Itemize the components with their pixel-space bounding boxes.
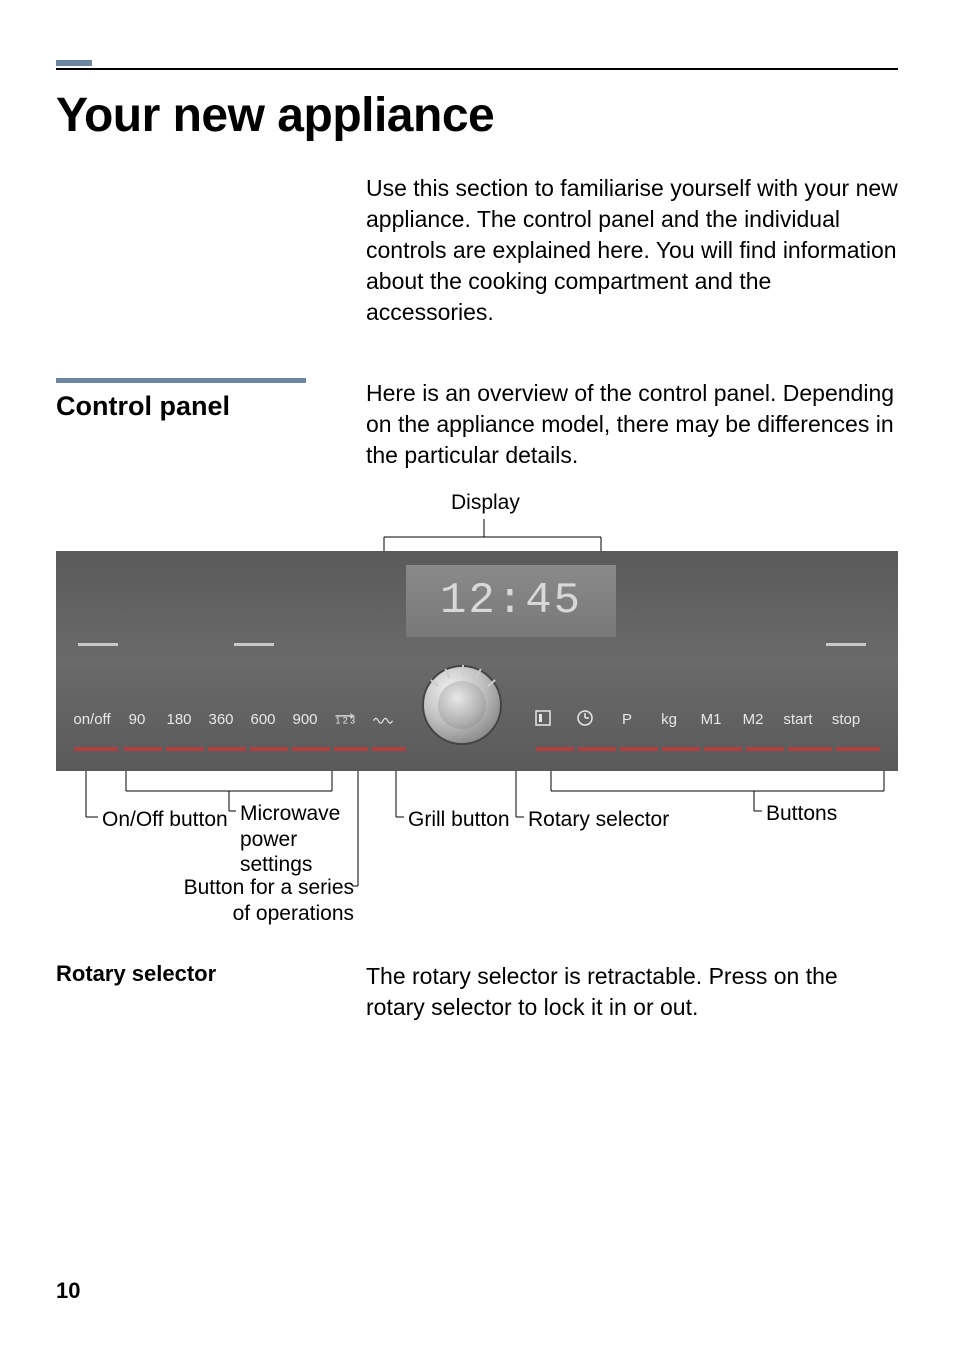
- callout-power: Microwave power settings: [240, 801, 360, 877]
- rotary-selector-knob[interactable]: [422, 665, 502, 745]
- page-title: Your new appliance: [56, 88, 898, 143]
- button-indicator: [208, 747, 246, 751]
- button-indicator: [746, 747, 784, 751]
- button-indicator: [704, 747, 742, 751]
- power-600-button[interactable]: 600: [242, 711, 284, 728]
- section-heading: Control panel: [56, 391, 366, 422]
- door-button[interactable]: [522, 709, 564, 731]
- stop-button[interactable]: stop: [822, 711, 870, 728]
- display-screen: 12:45: [406, 565, 616, 637]
- button-indicator: [536, 747, 574, 751]
- svg-text:1 2 3: 1 2 3: [335, 716, 355, 726]
- power-900-button[interactable]: 900: [284, 711, 326, 728]
- control-panel-graphic: 12:45 on/off 90 180 360 600 900: [56, 551, 898, 771]
- memory-2-button[interactable]: M2: [732, 711, 774, 728]
- section-accent-rule: [56, 378, 306, 383]
- callouts-bottom: On/Off button Microwave power settings B…: [56, 771, 898, 931]
- panel-accent-line: [826, 643, 866, 646]
- door-icon: [534, 709, 552, 727]
- subsection-body: The rotary selector is retractable. Pres…: [366, 961, 898, 1023]
- button-indicator: [124, 747, 162, 751]
- series-icon: 1 2 3: [334, 712, 356, 728]
- grill-icon: [372, 712, 394, 728]
- horizontal-rule: [56, 68, 898, 70]
- panel-accent-line: [234, 643, 274, 646]
- grill-button[interactable]: [364, 712, 402, 728]
- callout-lines-top: [56, 519, 898, 551]
- button-indicator: [788, 747, 832, 751]
- callout-display-label: Display: [451, 491, 520, 515]
- start-button[interactable]: start: [774, 711, 822, 728]
- program-button[interactable]: P: [606, 711, 648, 728]
- page-number: 10: [56, 1278, 80, 1304]
- intro-paragraph: Use this section to familiarise yourself…: [366, 173, 898, 328]
- callout-series: Button for a series of operations: [164, 875, 354, 925]
- subsection-heading: Rotary selector: [56, 961, 366, 987]
- memory-1-button[interactable]: M1: [690, 711, 732, 728]
- clock-icon: [576, 709, 594, 727]
- clock-button[interactable]: [564, 709, 606, 731]
- button-indicator: [292, 747, 330, 751]
- weight-button[interactable]: kg: [648, 711, 690, 728]
- power-180-button[interactable]: 180: [158, 711, 200, 728]
- button-indicator: [662, 747, 700, 751]
- button-indicator: [74, 747, 118, 751]
- button-indicator: [250, 747, 288, 751]
- onoff-button[interactable]: on/off: [68, 711, 116, 728]
- callout-rotary: Rotary selector: [528, 807, 669, 832]
- callout-buttons: Buttons: [766, 801, 837, 826]
- button-indicator: [166, 747, 204, 751]
- button-indicator: [836, 747, 880, 751]
- callout-grill: Grill button: [408, 807, 510, 832]
- accent-rule-top: [56, 60, 92, 66]
- callout-onoff: On/Off button: [102, 807, 228, 832]
- button-indicator: [334, 747, 368, 751]
- button-indicator: [578, 747, 616, 751]
- button-indicator: [620, 747, 658, 751]
- display-value: 12:45: [440, 576, 582, 626]
- series-button[interactable]: 1 2 3: [326, 712, 364, 728]
- section-body: Here is an overview of the control panel…: [366, 378, 898, 471]
- panel-accent-line: [78, 643, 118, 646]
- button-indicator: [372, 747, 406, 751]
- power-90-button[interactable]: 90: [116, 711, 158, 728]
- power-360-button[interactable]: 360: [200, 711, 242, 728]
